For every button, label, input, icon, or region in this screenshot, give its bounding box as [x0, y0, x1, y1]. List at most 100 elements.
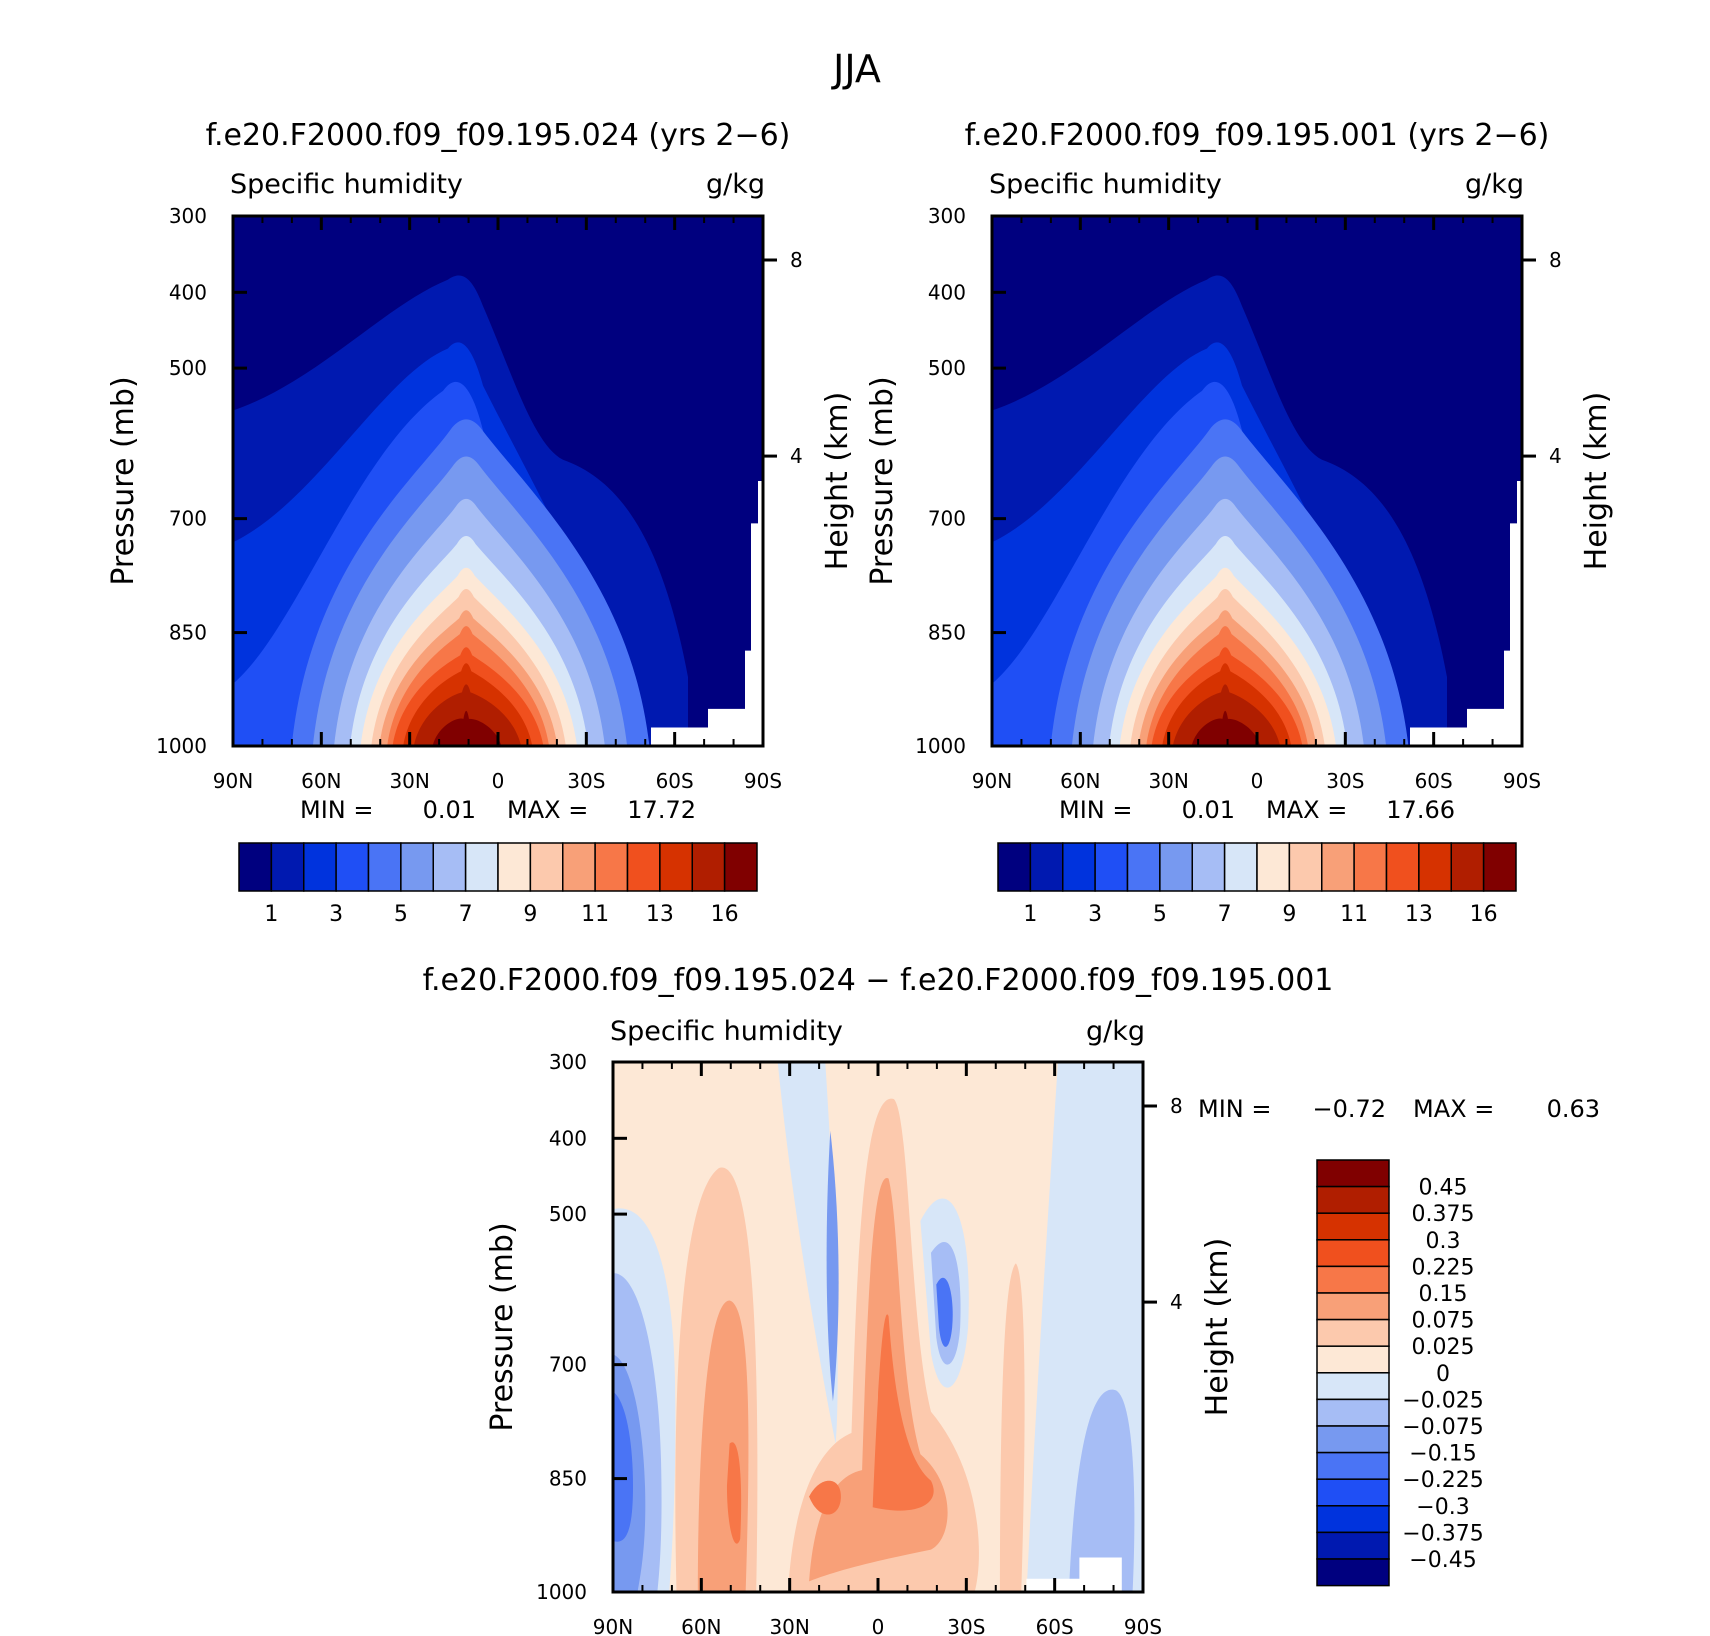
x-tick-label: 60N: [681, 1615, 721, 1636]
x-tick-label: 30S: [567, 769, 605, 793]
colorbar-label: 3: [1088, 902, 1102, 927]
y-tick-label: 1000: [915, 734, 966, 758]
y-tick-label: 400: [169, 280, 207, 304]
y-tick-label: 850: [549, 1467, 587, 1491]
x-tick-label: 90S: [744, 769, 782, 793]
x-tick-label: 0: [872, 1615, 885, 1636]
x-tick-label: 90N: [972, 769, 1012, 793]
colorbar-box: [303, 842, 337, 892]
y-tick-label: 500: [169, 356, 207, 380]
colorbar-label: 0: [1436, 1362, 1450, 1387]
colorbar-box: [594, 842, 629, 892]
y-tick-label: 500: [928, 356, 966, 380]
colorbar-box: [1316, 1239, 1390, 1268]
colorbar-label: 7: [459, 902, 473, 927]
colorbar-box: [1450, 842, 1485, 892]
y-tick-label: 300: [169, 204, 207, 228]
colorbar-label: 0.375: [1412, 1202, 1475, 1227]
colorbar-label: 16: [711, 902, 739, 927]
colorbar-box: [529, 842, 564, 892]
colorbar-box: [1159, 842, 1193, 892]
colorbar-box: [1316, 1372, 1390, 1401]
contour-band: [936, 1277, 953, 1347]
colorbar-box: [1321, 842, 1355, 892]
contours-control: [992, 275, 1522, 746]
contours-case: [233, 275, 763, 746]
contours-difference: [613, 1062, 1143, 1592]
x-tick-label: 90S: [1124, 1615, 1162, 1636]
panel-case-title: f.e20.F2000.f09_f09.195.024 (yrs 2−6): [206, 118, 791, 153]
colorbar-box: [270, 842, 305, 892]
y-tick-label: 700: [549, 1353, 587, 1377]
contour-band: [613, 1391, 633, 1542]
y-axis-label-difference: Pressure (mb): [485, 1222, 520, 1431]
y2-tick-label: 8: [790, 248, 803, 272]
colorbar-box: [1288, 842, 1323, 892]
colorbar-box: [335, 842, 370, 892]
colorbar-label: −0.3: [1416, 1495, 1469, 1520]
colorbar-case: 1 3 5 7 9 11 13 16: [238, 842, 758, 927]
colorbar-label: 0.225: [1412, 1255, 1475, 1280]
x-tick-label: 30N: [1148, 769, 1188, 793]
colorbar-label: 9: [523, 902, 537, 927]
contour-band: [826, 1130, 839, 1402]
colorbar-box: [1316, 1505, 1390, 1534]
x-tick-label: 60S: [656, 769, 694, 793]
colorbar-label: 1: [264, 902, 278, 927]
min-label-control: MIN =: [1059, 796, 1132, 824]
x-tick-label: 60N: [301, 769, 341, 793]
colorbar-box: [626, 842, 661, 892]
x-tick-label: 60N: [1060, 769, 1100, 793]
colorbar-box: [1482, 842, 1517, 892]
contour-band: [777, 1062, 838, 1444]
panel-control-title: f.e20.F2000.f09_f09.195.001 (yrs 2−6): [965, 118, 1550, 153]
y-tick-label: 300: [549, 1050, 587, 1074]
colorbar-box: [562, 842, 596, 892]
min-label-case: MIN =: [300, 796, 373, 824]
panel-case-field-label: Specific humidity: [230, 169, 463, 200]
colorbar-box: [1316, 1478, 1390, 1507]
y-tick-label: 400: [928, 280, 966, 304]
y-tick-label: 1000: [536, 1580, 587, 1604]
min-label-difference: MIN =: [1198, 1095, 1271, 1123]
colorbar-label: 0.3: [1426, 1229, 1461, 1254]
colorbar-box: [1316, 1292, 1390, 1321]
colorbar-box: [723, 842, 758, 892]
colorbar-box: [1316, 1212, 1390, 1241]
colorbar-box: [1126, 842, 1161, 892]
y-tick-label: 400: [549, 1126, 587, 1150]
colorbar-label: 16: [1470, 902, 1498, 927]
colorbar-label: 0.15: [1419, 1282, 1468, 1307]
colorbar-label: 13: [1405, 902, 1433, 927]
y2-tick-label: 4: [1549, 444, 1562, 468]
y-tick-label: 300: [928, 204, 966, 228]
colorbar-box: [367, 842, 402, 892]
colorbar-label: −0.225: [1402, 1468, 1483, 1493]
x-tick-label: 90S: [1503, 769, 1541, 793]
axes-case: 90N 60N 30N 0 30S 60S 90S 300 400 500 700 850 1000 8 4: [156, 204, 803, 793]
colorbar-box: [1316, 1318, 1390, 1347]
axes-control: 90N 60N 30N 0 30S 60S 90S 300 400 500 700 850 1000 8 4: [915, 204, 1562, 793]
min-value-difference: −0.72: [1312, 1095, 1386, 1123]
figure-title: JJA: [831, 47, 881, 91]
panel-control-units-label: g/kg: [1465, 169, 1524, 200]
colorbar-box: [432, 842, 467, 892]
x-tick-label: 90N: [213, 769, 253, 793]
colorbar-label: −0.075: [1402, 1415, 1483, 1440]
colorbar-box: [238, 842, 273, 892]
colorbar-box: [1353, 842, 1388, 892]
x-tick-label: 0: [1251, 769, 1264, 793]
colorbar-box: [1316, 1159, 1390, 1188]
panel-difference-title: f.e20.F2000.f09_f09.195.024 − f.e20.F200…: [423, 963, 1334, 998]
topography-mask: [1026, 1557, 1122, 1592]
colorbar-box: [400, 842, 434, 892]
x-tick-label: 30N: [769, 1615, 809, 1636]
y-axis-label-case: Pressure (mb): [106, 376, 141, 585]
colorbar-box: [1316, 1345, 1390, 1374]
y2-axis-label-difference: Height (km): [1200, 1238, 1235, 1417]
colorbar-box: [1385, 842, 1420, 892]
colorbar-label: −0.15: [1409, 1442, 1476, 1467]
colorbar-label: 0.075: [1412, 1309, 1475, 1334]
colorbar-box: [1191, 842, 1226, 892]
y-tick-label: 850: [169, 621, 207, 645]
